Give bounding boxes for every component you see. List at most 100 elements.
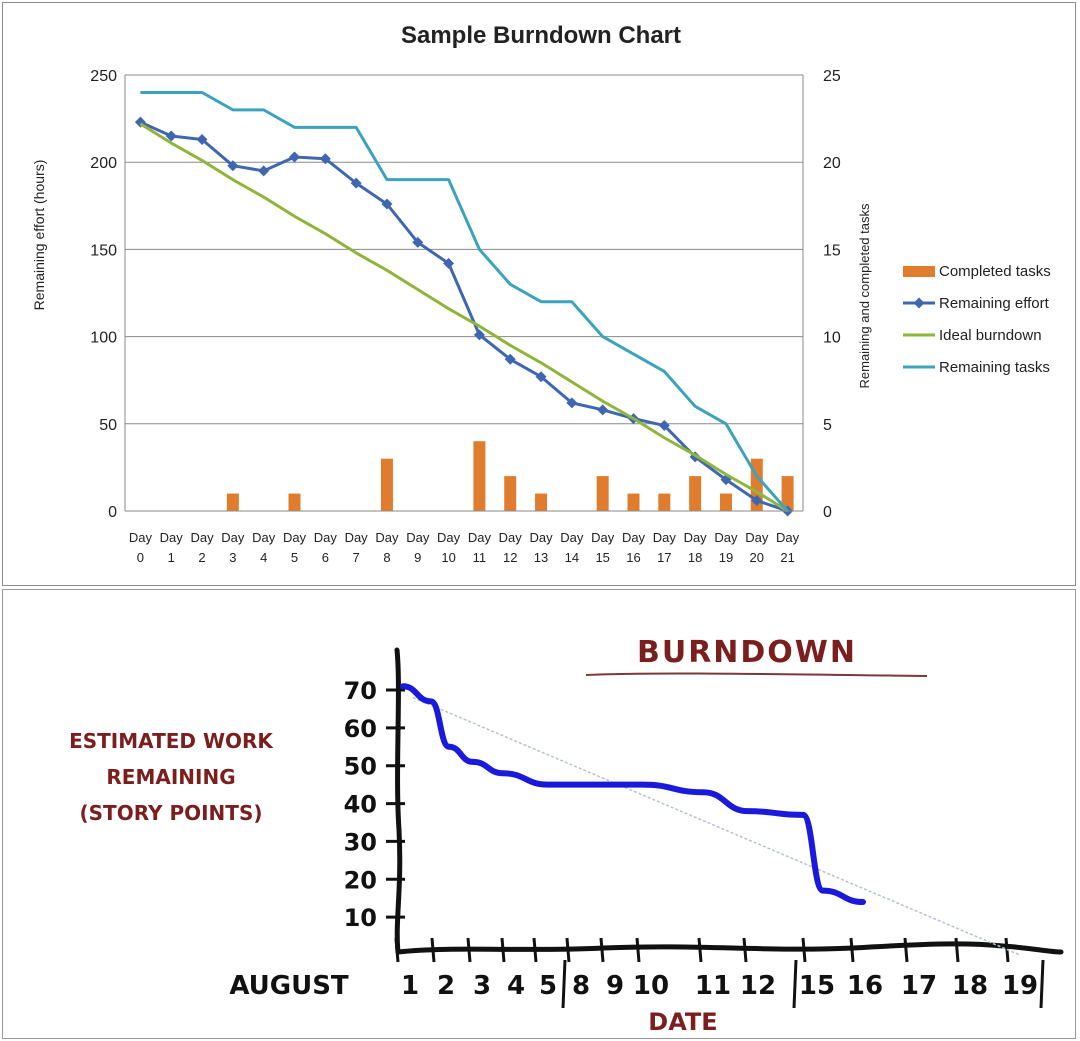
x-tick-label: 15 (799, 971, 835, 1001)
bar-completed-tasks (689, 476, 702, 511)
point-remaining-effort (412, 236, 424, 248)
sample-burndown-chart: Sample Burndown Chart 050100150200250051… (31, 22, 1051, 565)
x-tick-label: 9 (606, 971, 624, 1001)
x-tick-label: 19 (1002, 971, 1038, 1001)
x-tick-label: 6 (322, 550, 329, 565)
x-tick-label: 20 (750, 550, 764, 565)
bar-completed-tasks (226, 493, 239, 511)
y-tick-label: 250 (90, 68, 117, 85)
x-tick-label: 16 (847, 971, 883, 1001)
y-tick-label: 30 (344, 828, 377, 856)
bar-completed-tasks (596, 476, 609, 511)
y-label-line-1: ESTIMATED WORK (69, 729, 274, 753)
y-label-line-2: REMAINING (106, 765, 235, 789)
point-remaining-effort (381, 198, 393, 210)
line-remaining-effort (139, 120, 789, 513)
y2-axis-label: Remaining and completed tasks (857, 203, 872, 388)
x-tick-mark (430, 937, 436, 963)
y-axis-label: ESTIMATED WORK REMAINING (STORY POINTS) (69, 729, 274, 825)
y-tick-label: 50 (344, 753, 377, 781)
y2-tick-label: 5 (823, 417, 832, 434)
point-remaining-effort (258, 165, 270, 177)
x-tick-mark (954, 937, 960, 963)
week-separator (1039, 959, 1045, 1009)
x-tick-label: 1 (401, 971, 419, 1001)
x-tick-label: 9 (414, 550, 421, 565)
x-tick-mark (903, 937, 909, 963)
bar-completed-tasks (473, 441, 486, 511)
point-remaining-effort (566, 397, 578, 409)
x-tick-mark (635, 937, 641, 963)
y-tick-label: 200 (90, 155, 117, 172)
point-remaining-effort (443, 257, 455, 269)
x-tick-label: Day (314, 530, 338, 545)
bar-completed-tasks (288, 493, 301, 511)
bar-completed-tasks (535, 493, 548, 511)
x-tick-label: 15 (595, 550, 609, 565)
legend-label: Remaining tasks (939, 359, 1050, 376)
x-tick-label: 14 (565, 550, 579, 565)
x-tick-label: Day (190, 530, 214, 545)
legend-label: Completed tasks (939, 263, 1051, 280)
point-remaining-effort (196, 134, 208, 146)
bar-completed-tasks (719, 493, 732, 511)
y2-tick-label: 20 (823, 155, 841, 172)
line-actual (400, 683, 866, 905)
x-tick-label: Day (468, 530, 492, 545)
x-tick-label: Day (252, 530, 276, 545)
legend-marker (913, 297, 925, 309)
point-remaining-effort (504, 353, 516, 365)
x-tick-label: 0 (137, 550, 144, 565)
series-lines (134, 90, 794, 517)
x-tick-label: 12 (503, 550, 517, 565)
x-tick-mark (565, 937, 571, 963)
x-tick-label: Day (622, 530, 646, 545)
y-axis-line (394, 647, 403, 955)
x-tick-label: Day (560, 530, 584, 545)
hand-drawn-burndown-chart: BURNDOWN ESTIMATED WORK REMAINING (STORY… (69, 635, 1064, 1036)
x-tick-label: 19 (719, 550, 733, 565)
y-label-line-3: (STORY POINTS) (80, 801, 263, 825)
x-tick-mark (394, 937, 400, 963)
x-tick-label: Day (745, 530, 769, 545)
x-tick-label: Day (684, 530, 708, 545)
point-remaining-effort (227, 160, 239, 172)
y2-tick-label: 0 (823, 504, 832, 521)
bar-completed-tasks (380, 458, 393, 511)
x-tick-label: Day (591, 530, 615, 545)
x-tick-label: 4 (260, 550, 267, 565)
y-tick-label: 10 (344, 904, 377, 932)
x-axis-line (395, 941, 1064, 955)
y-tick-label: 40 (344, 791, 377, 819)
x-tick-mark (532, 937, 538, 963)
x-tick-mark (599, 937, 605, 963)
y2-tick-label: 10 (823, 330, 841, 347)
gridlines (125, 74, 803, 512)
x-tick-label: 10 (441, 550, 455, 565)
bar-completed-tasks (781, 476, 794, 511)
x-tick-label: Day (499, 530, 523, 545)
x-tick-label: Day (283, 530, 307, 545)
y-tick-label: 70 (344, 677, 377, 705)
y2-tick-label: 15 (823, 242, 841, 259)
x-tick-label: Day (406, 530, 430, 545)
axes (386, 647, 1064, 1009)
y-tick-label: 60 (344, 715, 377, 743)
x-tick-label: Day (714, 530, 738, 545)
x-tick-label: Day (221, 530, 245, 545)
x-tick-label: 3 (229, 550, 236, 565)
point-remaining-effort (350, 177, 362, 189)
x-tick-label: 7 (353, 550, 360, 565)
y-tick-label: 0 (108, 504, 117, 521)
x-tick-label: 18 (952, 971, 988, 1001)
x-tick-mark (849, 937, 855, 963)
x-tick-mark (500, 937, 506, 963)
x-tick-label: 17 (901, 971, 937, 1001)
x-tick-label: Day (345, 530, 369, 545)
completed-tasks-bars (226, 441, 794, 511)
point-remaining-effort (289, 151, 300, 163)
line-ideal-burndown (139, 122, 789, 513)
x-tick-label: 8 (572, 971, 590, 1001)
point-remaining-effort (319, 153, 331, 165)
x-tick-label: 16 (626, 550, 640, 565)
